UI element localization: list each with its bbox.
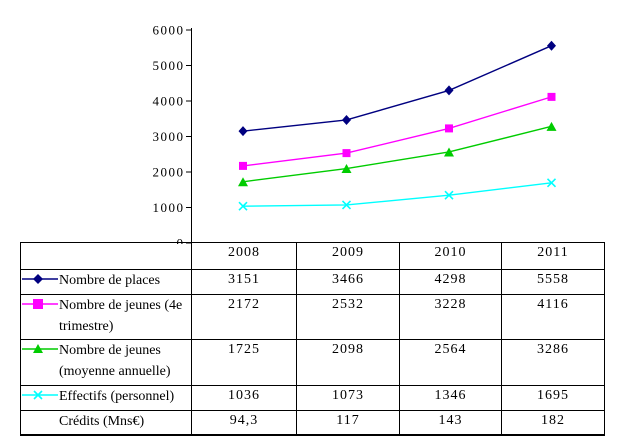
row-label: Nombre de jeunes (moyenne annuelle) xyxy=(59,343,171,379)
data-point-diamond xyxy=(342,114,351,125)
y-axis-tick-label: 1000 xyxy=(153,200,185,215)
empty-legend-space xyxy=(21,411,59,412)
data-point-triangle xyxy=(546,121,557,131)
data-point-triangle xyxy=(238,177,248,187)
table-row: Nombre de jeunes (4e trimestre) 2172 253… xyxy=(20,294,605,340)
table-cell: 1695 xyxy=(501,385,605,411)
data-point-square xyxy=(239,161,247,170)
year-header-2011: 2011 xyxy=(501,242,605,270)
y-axis-tick-label: 5000 xyxy=(153,58,185,73)
table-cell: 2532 xyxy=(296,294,400,340)
table-cell: 117 xyxy=(296,410,400,436)
table-row: Nombre de jeunes (moyenne annuelle) 1725… xyxy=(20,339,605,386)
legend-x-marker-icon xyxy=(21,386,59,410)
year-header-2009: 2009 xyxy=(296,242,400,270)
data-point-triangle xyxy=(341,164,352,174)
table-cell: 1073 xyxy=(296,385,400,411)
table-row: Nombre de places 3151 3466 4298 5558 xyxy=(20,269,605,295)
table-cell: 143 xyxy=(399,410,502,436)
row-label: Nombre de jeunes (4e trimestre) xyxy=(59,298,183,334)
row-label: Nombre de places xyxy=(59,273,161,288)
row-label-cell: Effectifs (personnel) xyxy=(20,385,192,411)
y-axis-tick-label: 2000 xyxy=(153,165,185,180)
year-header-2010: 2010 xyxy=(399,242,502,270)
row-label: Effectifs (personnel) xyxy=(59,389,175,404)
data-point-diamond xyxy=(444,85,454,96)
data-point-x xyxy=(444,190,454,200)
table-row: Crédits (Mns€) 94,3 117 143 182 xyxy=(20,410,605,436)
table-cell: 3228 xyxy=(399,294,502,340)
table-cell: 3286 xyxy=(501,339,605,386)
data-point-x xyxy=(238,201,248,211)
data-point-triangle xyxy=(444,147,454,157)
year-header-2008: 2008 xyxy=(191,242,297,270)
table-header-row: 2008 2009 2010 2011 xyxy=(20,242,605,270)
y-axis-tick-label: 6000 xyxy=(153,23,185,38)
data-point-diamond xyxy=(238,126,248,137)
series-line-3 xyxy=(242,182,552,207)
data-point-square xyxy=(342,149,351,158)
table-cell: 4116 xyxy=(501,294,605,340)
data-point-x xyxy=(341,200,352,210)
table-cell: 182 xyxy=(501,410,605,436)
row-label-cell: Crédits (Mns€) xyxy=(20,410,192,436)
table-cell: 2564 xyxy=(399,339,502,386)
table-cell: 3466 xyxy=(296,269,400,295)
row-label-cell: Nombre de jeunes (4e trimestre) xyxy=(20,294,192,340)
data-table: 2008 2009 2010 2011 Nombre de places 315… xyxy=(20,242,605,436)
table-cell: 1725 xyxy=(191,339,297,386)
table-cell: 2172 xyxy=(191,294,297,340)
y-axis-tick-label: 0 xyxy=(177,236,185,245)
data-point-diamond xyxy=(547,40,556,51)
row-label-cell: Nombre de places xyxy=(20,269,192,295)
legend-square-icon xyxy=(21,295,59,319)
data-point-x xyxy=(546,178,557,188)
series-line-2 xyxy=(242,125,552,183)
table-corner-cell xyxy=(20,242,192,270)
series-line-0 xyxy=(242,45,552,132)
legend-triangle-icon xyxy=(21,340,59,364)
table-row: Effectifs (personnel) 1036 1073 1346 169… xyxy=(20,385,605,411)
row-label-cell: Nombre de jeunes (moyenne annuelle) xyxy=(20,339,192,386)
table-cell: 2098 xyxy=(296,339,400,386)
table-cell: 94,3 xyxy=(191,410,297,436)
table-cell: 1036 xyxy=(191,385,297,411)
table-cell: 5558 xyxy=(501,269,605,295)
y-axis-tick-label: 4000 xyxy=(153,94,185,109)
y-axis-tick-label: 3000 xyxy=(153,129,185,144)
line-chart-plot: 0 1000 2000 3000 4000 5000 6000 xyxy=(153,23,557,245)
table-cell: 1346 xyxy=(399,385,502,411)
series-line-1 xyxy=(242,96,552,167)
table-cell: 4298 xyxy=(399,269,502,295)
legend-diamond-icon xyxy=(21,270,59,294)
data-point-square xyxy=(547,92,556,101)
table-cell: 3151 xyxy=(191,269,297,295)
data-point-square xyxy=(445,124,453,133)
row-label: Crédits (Mns€) xyxy=(59,414,145,429)
